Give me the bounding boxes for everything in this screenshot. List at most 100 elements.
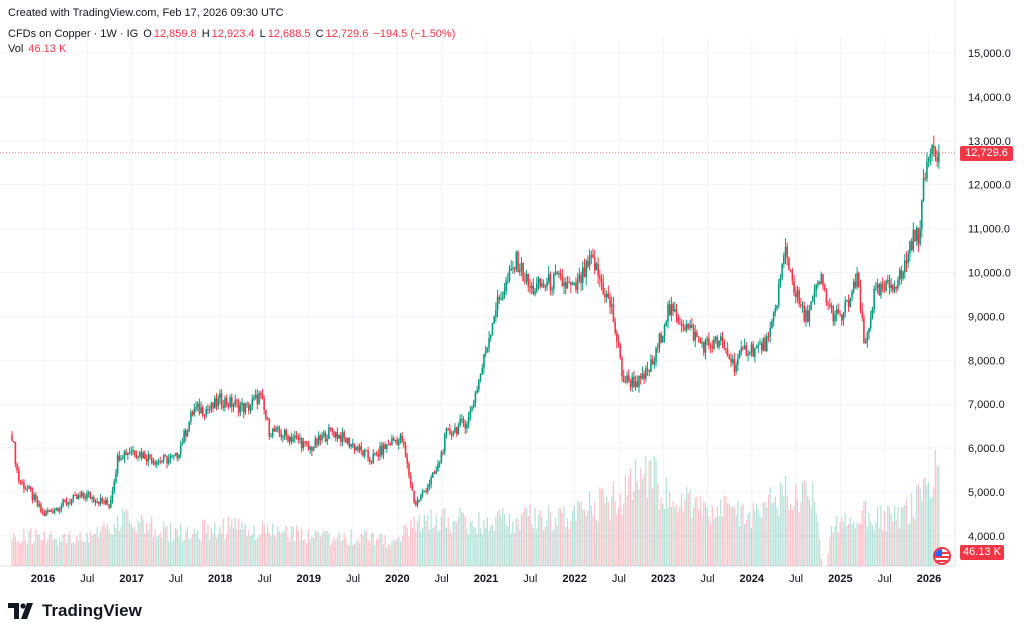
price-axis[interactable]: 4,000.0 5,000.0 6,000.0 7,000.0 8,000.0 9,000…: [968, 48, 1011, 543]
volume-bar: [161, 538, 163, 566]
candle-body: [592, 254, 594, 258]
volume-bar: [687, 493, 690, 566]
candle-body: [936, 157, 938, 162]
candle-body: [875, 287, 877, 289]
candle-body: [404, 445, 407, 458]
volume-bar: [725, 496, 727, 566]
y-tick-label: 9,000.0: [968, 311, 1005, 323]
time-axis[interactable]: 2016 Jul 2017 Jul 2018 Jul 2019 Jul 2020 Jul 2021 J…: [31, 573, 941, 585]
candle-body: [658, 333, 661, 348]
candle-body: [29, 486, 32, 491]
volume-bar: [185, 531, 187, 566]
candle-body: [561, 276, 564, 286]
candle-body: [266, 418, 269, 420]
volume-bar: [899, 527, 901, 566]
volume-bar: [496, 512, 499, 566]
candle-body: [643, 373, 645, 379]
candle-body: [737, 358, 739, 365]
volume-bar: [226, 533, 228, 566]
volume-bar: [229, 526, 231, 566]
candle-body: [748, 352, 751, 354]
volume-bar: [767, 494, 770, 566]
candle-body: [338, 435, 340, 439]
volume-bar: [916, 485, 918, 566]
low-label: L: [259, 28, 266, 40]
volume-bar: [928, 482, 930, 566]
x-tick-label: 2018: [208, 573, 232, 585]
volume-bar: [372, 532, 374, 566]
volume-bar: [53, 538, 56, 566]
volume-bar: [493, 530, 495, 566]
volume-bar: [38, 534, 40, 566]
candle-body: [655, 347, 657, 362]
volume-bar: [600, 488, 603, 566]
candle-body: [811, 296, 814, 302]
volume-bar: [224, 538, 226, 566]
volume-bar: [98, 537, 100, 566]
tradingview-logo[interactable]: TradingView: [8, 601, 142, 621]
candle-body: [115, 473, 117, 482]
candle-body: [120, 458, 122, 461]
candle-body: [900, 270, 903, 279]
candle-body: [171, 455, 173, 457]
volume-bar: [294, 541, 296, 566]
x-tick-label: Jul: [169, 573, 183, 585]
candle-body: [351, 443, 354, 445]
candle-body: [408, 463, 410, 476]
symbol-name[interactable]: CFDs on Copper · 1W · IG: [8, 28, 139, 40]
volume-bar: [515, 518, 517, 566]
candle-body: [128, 452, 131, 454]
volume-bar: [793, 505, 795, 566]
candle-body: [82, 492, 85, 497]
candle-body: [299, 438, 301, 440]
volume-bar: [321, 533, 323, 566]
volume-bar: [670, 506, 672, 566]
volume-bar: [280, 533, 282, 566]
volume-bar: [449, 528, 451, 566]
volume-bar: [108, 529, 110, 566]
candle-body: [261, 393, 264, 399]
candle-body: [186, 430, 189, 437]
volume-bar: [352, 545, 354, 566]
candle-body: [481, 367, 484, 374]
candle-body: [331, 428, 334, 432]
candle-body: [547, 274, 550, 282]
x-tick-label: 2019: [297, 573, 321, 585]
candle-body: [24, 488, 27, 490]
candle-body: [863, 317, 865, 344]
created-with-caption: Created with TradingView.com, Feb 17, 20…: [8, 7, 284, 19]
volume-bar: [662, 503, 664, 566]
candle-body: [394, 440, 397, 442]
volume-bar: [561, 513, 563, 566]
volume-bar: [379, 533, 381, 566]
candle-body: [815, 285, 818, 291]
candle-body: [309, 447, 311, 450]
volume-bar: [575, 520, 577, 566]
candle-body: [769, 328, 772, 337]
volume-bar: [473, 526, 475, 566]
volume-bar: [909, 522, 911, 566]
volume-bar: [231, 519, 233, 566]
volume-bar: [445, 527, 448, 566]
candle-body: [333, 431, 335, 438]
candle-body: [576, 279, 579, 290]
candle-body: [723, 341, 725, 349]
volume-bar: [290, 526, 293, 566]
volume-bar: [607, 501, 609, 566]
candle-body: [926, 162, 928, 179]
candle-body: [379, 445, 381, 457]
volume-bar: [134, 526, 136, 566]
candle-body: [198, 403, 201, 414]
volume-bar: [343, 532, 345, 566]
candle-body: [624, 381, 627, 383]
candle-body: [788, 258, 790, 270]
volume-bar: [50, 531, 52, 566]
volume-bar: [766, 507, 768, 566]
candle-body: [164, 455, 167, 457]
volume-bar: [166, 526, 168, 566]
candle-body: [138, 452, 141, 457]
volume-bar: [508, 513, 511, 566]
candle-body: [196, 403, 199, 407]
volume-bar: [911, 493, 913, 566]
